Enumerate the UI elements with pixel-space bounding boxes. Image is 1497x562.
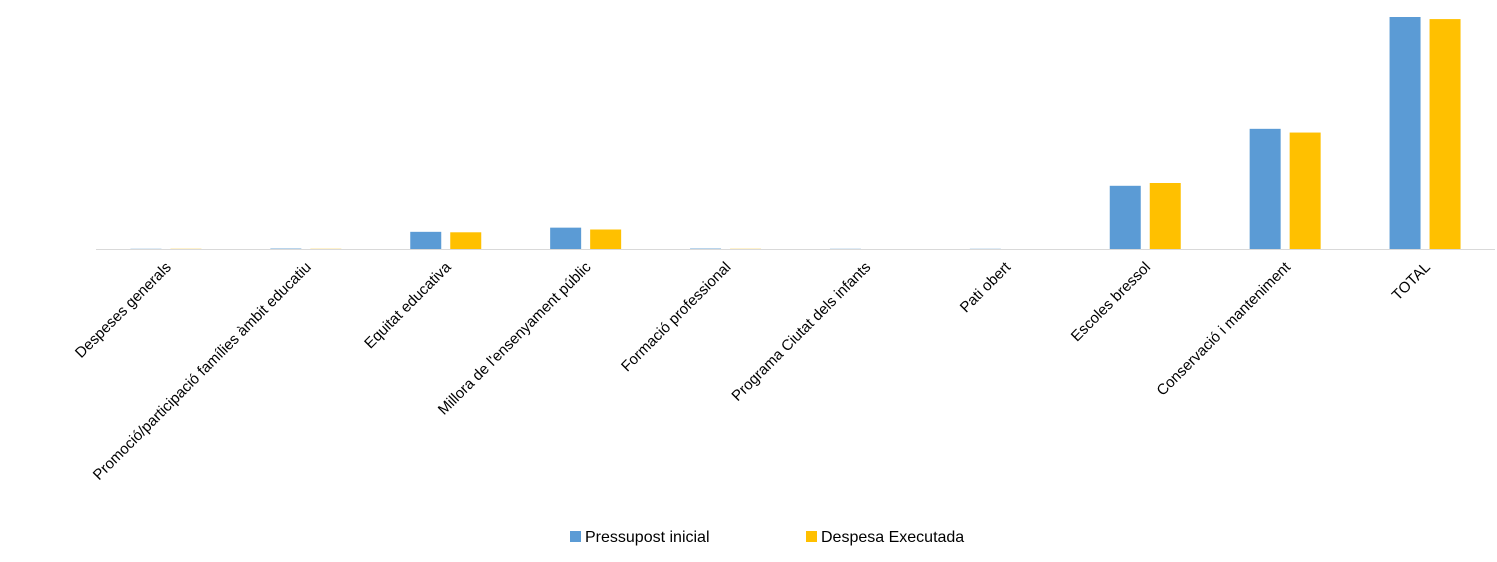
x-tick-label: Conservació i manteniment <box>1153 258 1294 399</box>
legend-swatch-0 <box>570 531 581 542</box>
bar-series-0-category-2 <box>410 231 442 250</box>
x-tick-label: Millora de l'ensenyament públic <box>435 258 595 418</box>
x-tick-label: Programa Ciutat dels infants <box>728 259 874 405</box>
x-tick-label: TOTAL <box>1389 259 1434 304</box>
bars-group <box>130 17 1461 250</box>
legend-swatch-1 <box>806 531 817 542</box>
x-tick-label: Escoles bressol <box>1068 259 1154 345</box>
legend: Pressupost inicial Despesa Executada <box>570 529 964 546</box>
bar-series-0-category-7 <box>1109 185 1141 250</box>
x-tick-label: Formació professional <box>618 259 734 375</box>
bar-series-0-category-9 <box>1389 17 1421 250</box>
bar-series-0-category-3 <box>550 227 582 250</box>
x-tick-label: Pati obert <box>957 258 1015 316</box>
bar-series-1-category-9 <box>1429 19 1461 250</box>
x-tick-label: Promoció/participació famílies àmbit edu… <box>90 259 315 484</box>
x-tick-label: Despeses generals <box>72 259 175 362</box>
bar-series-1-category-7 <box>1149 183 1181 250</box>
bar-series-1-category-2 <box>450 232 482 250</box>
bar-series-1-category-3 <box>590 229 622 250</box>
bar-series-0-category-8 <box>1249 128 1281 250</box>
legend-label-0: Pressupost inicial <box>585 529 710 546</box>
bar-series-1-category-8 <box>1289 132 1321 250</box>
x-tick-label: Equitat educativa <box>361 258 455 352</box>
legend-label-1: Despesa Executada <box>821 529 964 546</box>
